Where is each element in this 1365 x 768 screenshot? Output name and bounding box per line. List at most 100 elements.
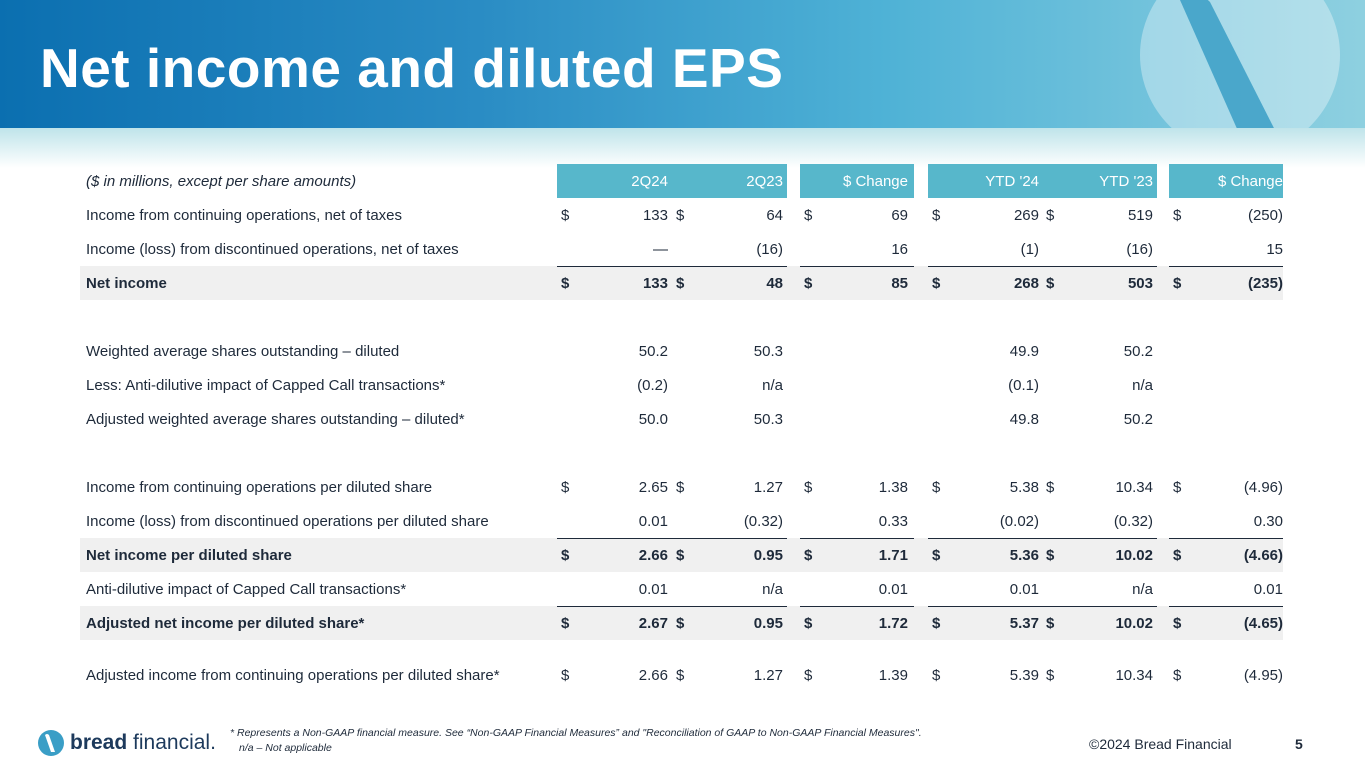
currency-symbol: $: [561, 207, 570, 224]
cell-value: 269: [1013, 207, 1039, 224]
cell-value: 133: [642, 207, 668, 224]
column-header: $ Change: [1217, 173, 1283, 190]
cell-value: 0.95: [753, 547, 783, 564]
cell-value: 2.65: [638, 479, 668, 496]
currency-symbol: $: [561, 547, 570, 564]
cell-value: (4.95): [1243, 667, 1283, 684]
currency-symbol: $: [561, 275, 570, 292]
cell-value: 5.37: [1009, 615, 1039, 632]
cell-value: 50.0: [638, 411, 668, 428]
currency-symbol: $: [1173, 615, 1182, 632]
cell-value: 503: [1127, 275, 1153, 292]
page-number: 5: [1295, 736, 1303, 752]
row-label: Income (loss) from discontinued operatio…: [86, 513, 489, 530]
currency-symbol: $: [676, 615, 685, 632]
subtotal-rule: [1043, 606, 1157, 607]
subtotal-rule: [557, 538, 672, 539]
cell-value: 2.66: [638, 547, 668, 564]
cell-value: (250): [1247, 207, 1283, 224]
cell-value: 85: [891, 275, 908, 292]
subtotal-rule: [800, 266, 914, 267]
currency-symbol: $: [932, 275, 941, 292]
header-cell-bg: [557, 164, 672, 198]
page-title: Net income and diluted EPS: [40, 37, 784, 99]
currency-symbol: $: [561, 615, 570, 632]
cell-value: n/a: [1132, 581, 1153, 598]
units-label: ($ in millions, except per share amounts…: [86, 173, 357, 190]
cell-value: 0.01: [638, 513, 668, 530]
currency-symbol: $: [804, 479, 813, 496]
cell-value: 50.2: [1123, 411, 1153, 428]
cell-value: n/a: [762, 377, 783, 394]
subtotal-rule: [672, 606, 787, 607]
header-cell-bg: [800, 164, 914, 198]
table-row: Income (loss) from discontinued operatio…: [80, 232, 1285, 266]
currency-symbol: $: [676, 479, 685, 496]
cell-value: 48: [766, 275, 783, 292]
table-row: Net income $133 $48 $85 $268 $503 $ (235): [80, 266, 1285, 300]
cell-value: 0.01: [638, 581, 668, 598]
cell-value: 133: [642, 275, 668, 292]
cell-value: 0.01: [1009, 581, 1039, 598]
currency-symbol: $: [932, 207, 941, 224]
cell-value: 49.8: [1009, 411, 1039, 428]
cell-value: 1.72: [878, 615, 908, 632]
cell-value: (16): [1126, 241, 1153, 258]
currency-symbol: $: [1046, 547, 1055, 564]
cell-value: 1.27: [753, 667, 783, 684]
currency-symbol: $: [1046, 479, 1055, 496]
cell-value: n/a: [1132, 377, 1153, 394]
title-banner: Net income and diluted EPS: [0, 0, 1365, 130]
currency-symbol: $: [1046, 667, 1055, 684]
currency-symbol: $: [1173, 667, 1182, 684]
subtotal-rule: [672, 266, 787, 267]
cell-value: 64: [766, 207, 783, 224]
header-cell-bg: [1043, 164, 1157, 198]
table-row: Income from continuing operations, net o…: [80, 198, 1285, 232]
table-row: Anti-dilutive impact of Capped Call tran…: [80, 572, 1285, 606]
header-cell-bg: [672, 164, 787, 198]
currency-symbol: $: [676, 667, 685, 684]
cell-value: 15: [1266, 241, 1283, 258]
cell-value: 5.39: [1009, 667, 1039, 684]
table-row: Less: Anti-dilutive impact of Capped Cal…: [80, 368, 1285, 402]
cell-value: 50.3: [753, 343, 783, 360]
brand-name: bread financial.: [70, 731, 216, 754]
currency-symbol: $: [1173, 479, 1182, 496]
subtotal-rule: [557, 266, 672, 267]
cell-value: 69: [891, 207, 908, 224]
cell-value: (0.32): [743, 513, 783, 530]
currency-symbol: $: [676, 547, 685, 564]
cell-value: (0.1): [1008, 377, 1039, 394]
cell-value: 10.02: [1115, 615, 1153, 632]
cell-value: (235): [1247, 275, 1283, 292]
non-gaap-footnote: * Represents a Non-GAAP financial measur…: [230, 727, 922, 739]
currency-symbol: $: [1173, 275, 1182, 292]
cell-value: 49.9: [1009, 343, 1039, 360]
cell-value: 10.34: [1115, 667, 1153, 684]
cell-value: 0.30: [1253, 513, 1283, 530]
cell-value: 10.02: [1115, 547, 1153, 564]
table-row: Weighted average shares outstanding – di…: [80, 334, 1285, 368]
currency-symbol: $: [804, 667, 813, 684]
cell-value: (0.02): [999, 513, 1039, 530]
row-highlight: [80, 606, 1283, 640]
row-highlight: [80, 538, 1283, 572]
currency-symbol: $: [804, 275, 813, 292]
subtotal-rule: [1169, 606, 1283, 607]
currency-symbol: $: [804, 615, 813, 632]
currency-symbol: $: [1046, 275, 1055, 292]
row-label: Adjusted weighted average shares outstan…: [86, 411, 465, 428]
cell-value: 1.27: [753, 479, 783, 496]
cell-value: 16: [891, 241, 908, 258]
table-row: Income from continuing operations per di…: [80, 470, 1285, 504]
copyright: ©2024 Bread Financial: [1089, 736, 1232, 752]
cell-value: (0.2): [637, 377, 668, 394]
subtotal-rule: [928, 538, 1043, 539]
currency-symbol: $: [676, 207, 685, 224]
cell-value: 0.01: [1253, 581, 1283, 598]
row-label: Anti-dilutive impact of Capped Call tran…: [86, 581, 407, 598]
table-header-row: ($ in millions, except per share amounts…: [80, 164, 1285, 198]
subtotal-rule: [557, 606, 672, 607]
footnotes: * Represents a Non-GAAP financial measur…: [230, 726, 922, 756]
